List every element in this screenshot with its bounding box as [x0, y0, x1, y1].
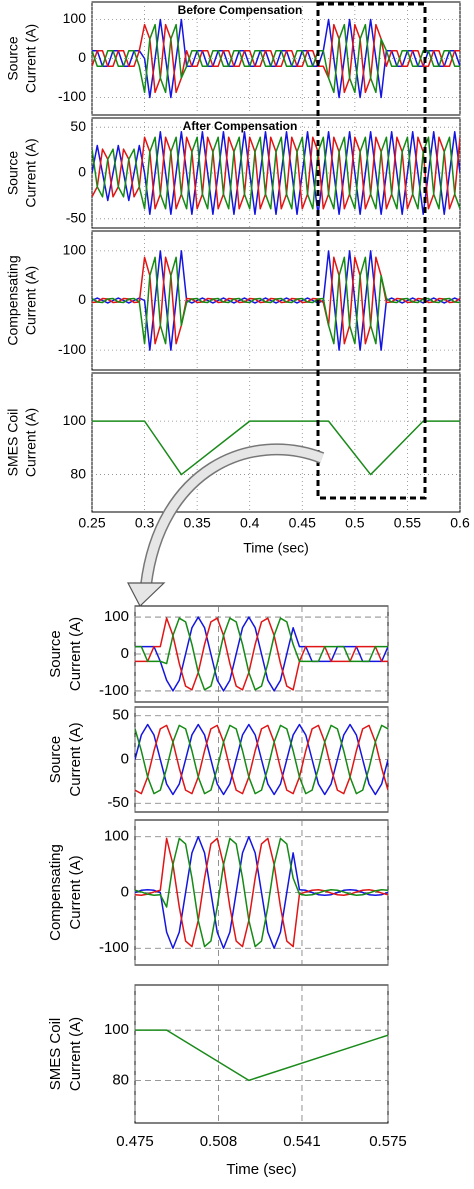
series-line [135, 723, 388, 796]
x-tick-label: 0.5 [345, 515, 365, 531]
y-tick-label: -50 [66, 210, 86, 226]
zoom-arrow-inner [141, 444, 324, 586]
series-line [135, 617, 388, 691]
series-line [135, 617, 388, 691]
y-axis-label: Source [47, 736, 64, 784]
series-line [92, 23, 460, 94]
x-tick-label: 0.35 [184, 515, 211, 531]
traces [92, 131, 460, 215]
y-axis-label: Current (A) [67, 617, 84, 691]
y-tick-label: 50 [70, 118, 86, 134]
y-tick-label: -100 [58, 88, 86, 104]
traces [135, 723, 388, 796]
series-line [135, 724, 388, 795]
y-tick-label: 100 [63, 242, 87, 258]
y-tick-label: 100 [63, 10, 87, 26]
plot-area [134, 984, 389, 1124]
series-line [92, 256, 460, 345]
x-axis-label: Time (sec) [243, 540, 309, 556]
series-line [92, 136, 460, 210]
x-axis-label: Time (sec) [226, 1161, 296, 1178]
series-line [135, 835, 388, 950]
y-tick-label: 100 [104, 828, 129, 845]
y-tick-label: 100 [63, 412, 87, 428]
traces [135, 616, 388, 692]
y-tick-label: 0 [121, 645, 129, 662]
y-tick-label: 100 [104, 608, 129, 625]
y-axis-label: Source [5, 151, 21, 196]
series-line [135, 837, 388, 948]
y-axis-label: SMES Coil [47, 1018, 64, 1091]
y-axis-label: Current (A) [23, 266, 39, 335]
y-tick-label: 0 [121, 883, 129, 900]
y-tick-label: 0 [78, 49, 86, 65]
y-axis-label: Source [5, 36, 21, 81]
x-tick-label: 0.4 [240, 515, 260, 531]
y-axis-label: Source [47, 630, 64, 678]
x-tick-label: 0.25 [78, 515, 105, 531]
series-line [135, 724, 388, 795]
x-tick-label: 0.541 [283, 1133, 321, 1150]
y-tick-label: -100 [58, 341, 86, 357]
y-tick-label: 0 [78, 164, 86, 180]
y-axis-label: Current (A) [67, 722, 84, 796]
x-tick-label: 0.508 [200, 1133, 238, 1150]
y-tick-label: 80 [70, 465, 86, 481]
zoom-arrow-head [127, 582, 166, 607]
y-tick-label: 0 [121, 750, 129, 767]
y-tick-label: 100 [104, 1021, 129, 1038]
x-tick-label: 0.45 [289, 515, 316, 531]
y-axis-label: Current (A) [23, 408, 39, 477]
series-line [92, 23, 460, 94]
series-line [135, 1029, 388, 1082]
x-tick-label: 0.3 [135, 515, 155, 531]
y-tick-label: -100 [99, 682, 129, 699]
y-axis-label: Current (A) [23, 24, 39, 93]
traces [92, 250, 460, 351]
series-line [135, 837, 388, 948]
x-tick-label: 0.6 [450, 515, 470, 531]
x-tick-label: 0.575 [369, 1133, 407, 1150]
plot-area [91, 372, 461, 513]
panel-title: After Compensation [183, 119, 298, 133]
y-axis-label: Current (A) [23, 138, 39, 207]
zoom-box [316, 2, 427, 500]
traces [135, 1029, 388, 1082]
traces [135, 835, 388, 950]
y-axis-label: SMES Coil [5, 409, 21, 477]
y-axis-label: Current (A) [67, 855, 84, 929]
series-line [135, 616, 388, 692]
series-line [92, 420, 460, 476]
panel-title: Before Compensation [178, 3, 303, 17]
y-tick-label: 0 [78, 291, 86, 307]
y-axis-label: Compensating [47, 844, 64, 941]
traces [92, 420, 460, 476]
y-tick-label: -100 [99, 939, 129, 956]
x-tick-label: 0.55 [394, 515, 421, 531]
y-axis-label: Current (A) [67, 1017, 84, 1091]
y-tick-label: 80 [112, 1071, 129, 1088]
y-axis-label: Compensating [5, 255, 21, 345]
traces [92, 18, 460, 99]
x-tick-label: 0.475 [116, 1133, 154, 1150]
y-tick-label: -50 [107, 794, 129, 811]
y-tick-label: 50 [112, 707, 129, 724]
